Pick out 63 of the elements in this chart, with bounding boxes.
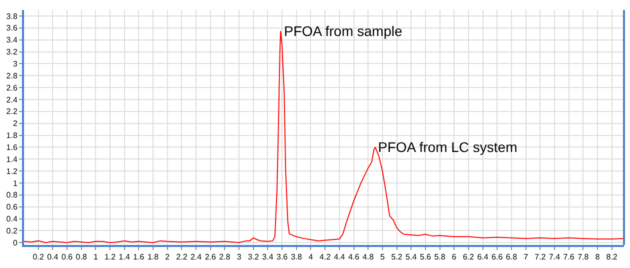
x-tick-label: 5.4 <box>406 252 418 262</box>
y-tick-label: 3.4 <box>6 36 18 45</box>
x-tick-label: 7.6 <box>563 252 575 262</box>
y-tick-label: 0.4 <box>6 214 18 224</box>
x-tick-label: 5 <box>380 252 386 262</box>
x-tick-label: 3.2 <box>248 252 260 262</box>
x-tick-label: 6.8 <box>506 252 518 262</box>
y-tick-label: 2.6 <box>6 83 18 92</box>
y-tick-label: 0.2 <box>6 226 18 236</box>
x-tick-label: 4.8 <box>362 252 374 262</box>
x-tick-label: 0.6 <box>61 252 74 262</box>
y-tick-label: 1.2 <box>6 166 18 176</box>
y-tick-label: 3.8 <box>6 12 18 21</box>
x-tick-label: 7.8 <box>578 252 590 262</box>
x-tick-label: 3.4 <box>262 252 274 262</box>
x-tick-label: 3.6 <box>276 252 288 262</box>
x-tick-label: 8.2 <box>606 252 618 262</box>
x-tick-label: 3.8 <box>290 252 303 262</box>
x-tick-label: 0.2 <box>32 252 44 262</box>
y-tick-label: 1.4 <box>6 154 18 164</box>
x-tick-label: 2.8 <box>219 252 231 262</box>
x-tick-label: 6.2 <box>462 252 475 262</box>
y-tick-label: 2.4 <box>6 95 18 104</box>
y-tick-label: 1 <box>12 178 18 188</box>
y-tick-label: 3.6 <box>6 24 18 33</box>
x-tick-label: 1.2 <box>104 252 116 262</box>
x-tick-label: 3 <box>236 252 242 262</box>
x-tick-label: 2.2 <box>176 252 188 262</box>
y-tick-label: 0 <box>12 238 18 248</box>
x-tick-label: 2 <box>165 252 170 262</box>
x-tick-label: 4 <box>308 252 314 262</box>
x-tick-label: 2.4 <box>190 252 202 262</box>
annotation: PFOA from LC system <box>378 139 518 155</box>
x-tick-label: 6.6 <box>492 252 504 262</box>
x-tick-label: 1 <box>93 252 98 262</box>
x-tick-label: 8 <box>595 252 600 262</box>
y-tick-label: 1.8 <box>6 131 18 140</box>
x-tick-label: 1.8 <box>147 252 160 262</box>
x-tick-label: 4.4 <box>334 252 346 262</box>
x-tick-label: 6 <box>452 252 457 262</box>
y-tick-label: 2.8 <box>6 71 18 80</box>
y-tick-label: 2 <box>12 119 18 128</box>
x-tick-label: 2.6 <box>204 252 216 262</box>
x-tick-label: 5.6 <box>420 252 432 262</box>
x-tick-label: 7.4 <box>548 252 561 262</box>
x-tick-label: 0.4 <box>47 252 59 262</box>
y-tick-label: 3.2 <box>6 48 18 57</box>
x-tick-label: 5.8 <box>434 252 446 262</box>
x-tick-label: 0.8 <box>76 252 88 262</box>
x-tick-label: 7.2 <box>534 252 546 262</box>
y-tick-label: 0.6 <box>6 202 18 212</box>
x-tick-label: 4.6 <box>348 252 360 262</box>
x-tick-label: 1.4 <box>118 252 130 262</box>
annotation: PFOA from sample <box>284 23 402 39</box>
x-tick-label: 5.2 <box>391 252 403 262</box>
x-tick-label: 6.4 <box>477 252 489 262</box>
y-tick-label: 0.8 <box>6 190 18 200</box>
y-tick-label: 2.2 <box>6 107 18 116</box>
y-tick-label: 3 <box>12 59 18 68</box>
x-tick-label: 1.6 <box>133 252 145 262</box>
x-tick-label: 4.2 <box>320 252 332 262</box>
y-tick-label: 1.6 <box>6 142 18 152</box>
x-tick-label: 7 <box>524 252 529 262</box>
